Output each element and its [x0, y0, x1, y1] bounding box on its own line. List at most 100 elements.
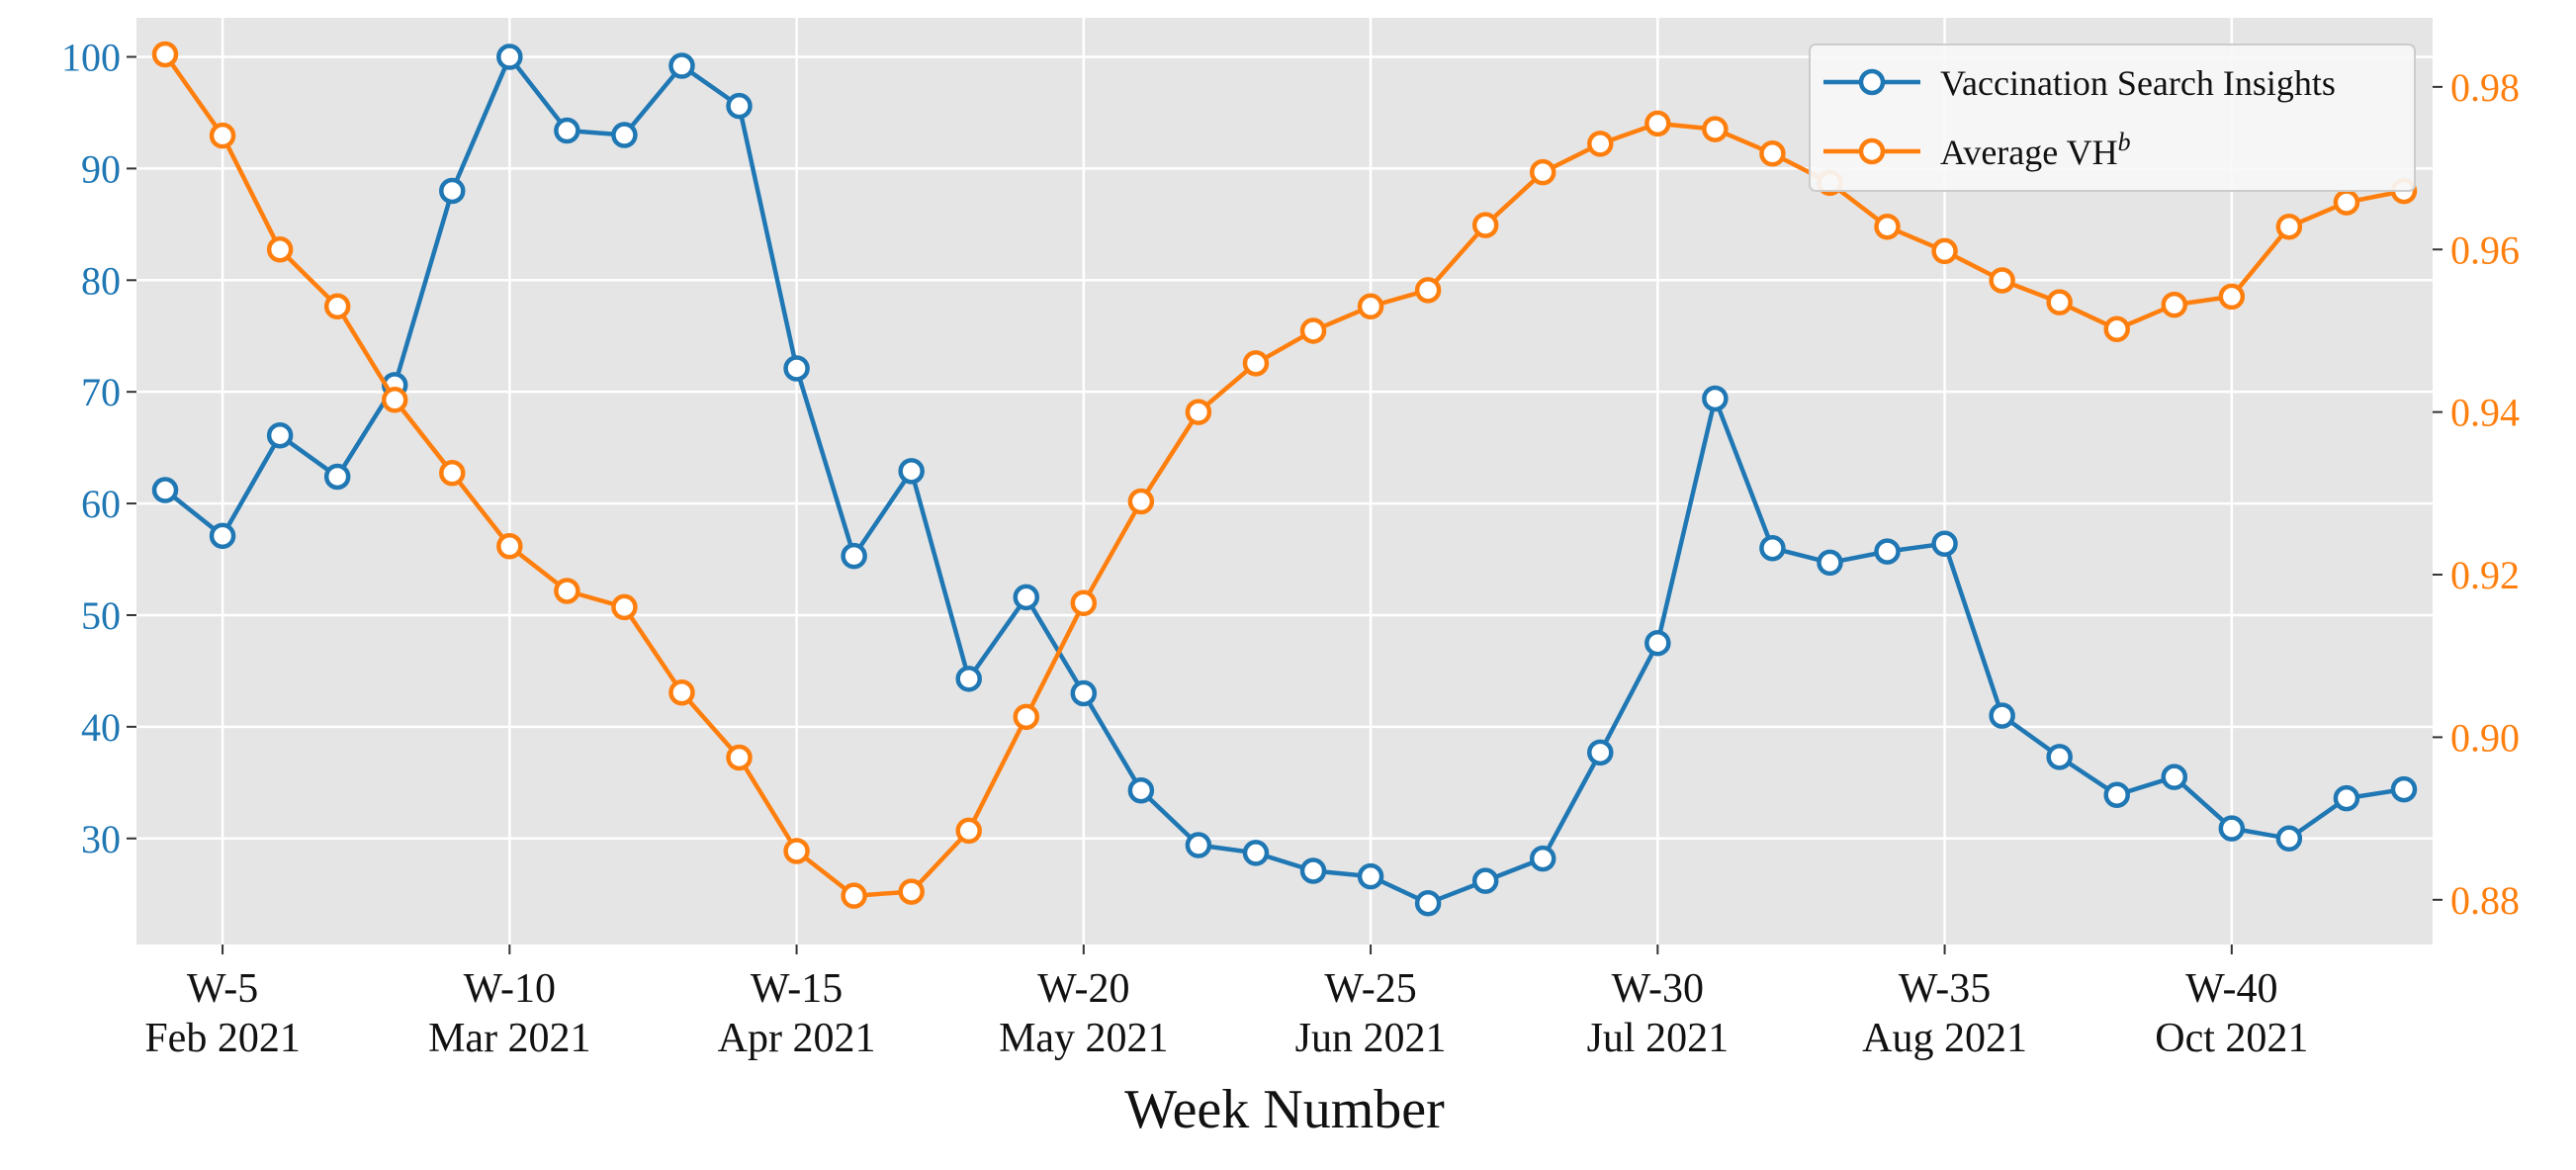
data-point	[668, 678, 695, 706]
legend-label-superscript: b	[2118, 128, 2131, 156]
data-point	[955, 817, 982, 845]
x-tick-label: W-15	[751, 966, 843, 1012]
data-point	[1242, 350, 1270, 377]
data-point	[1931, 237, 1958, 265]
x-tick-sublabel: Jul 2021	[1587, 1016, 1730, 1061]
left-y-axis: 30 40 50 60 70 80 90 100	[61, 36, 136, 861]
x-tick-label: W-25	[1324, 966, 1416, 1012]
data-point	[1414, 277, 1442, 304]
left-tick-label: 60	[81, 482, 121, 526]
x-tick-label: W-40	[2185, 966, 2277, 1012]
data-point	[151, 477, 179, 503]
data-point	[1817, 549, 1843, 577]
data-point	[2046, 744, 2073, 770]
data-point	[2161, 291, 2188, 318]
series-vaccination-search-insights	[151, 44, 2418, 917]
data-point	[726, 92, 753, 120]
data-point	[1874, 213, 1901, 240]
data-point	[2390, 775, 2418, 803]
data-point	[1242, 840, 1270, 866]
data-point	[2333, 784, 2360, 812]
data-point	[2103, 781, 2130, 808]
x-tick-label: W-35	[1899, 966, 1991, 1012]
data-point	[2103, 315, 2130, 343]
left-tick-label: 100	[61, 36, 121, 80]
data-point	[1587, 131, 1614, 157]
x-tick-sublabel: Jun 2021	[1295, 1016, 1447, 1061]
data-point	[1299, 857, 1327, 884]
left-tick-label: 30	[81, 817, 121, 861]
series-layer	[151, 41, 2418, 917]
data-point	[1702, 116, 1729, 142]
x-axis-label: Week Number	[1124, 1079, 1445, 1140]
data-point	[1989, 267, 2015, 294]
data-point	[898, 458, 925, 485]
data-point	[2333, 189, 2360, 216]
legend-entry-vaccination-search-insights: Vaccination Search Insights	[1823, 63, 2336, 103]
left-tick-label: 90	[81, 146, 121, 191]
x-tick-label: W-30	[1612, 966, 1704, 1012]
data-point	[1644, 629, 1671, 657]
x-tick-sublabel: Oct 2021	[2155, 1016, 2308, 1061]
data-point	[266, 236, 294, 263]
data-point	[611, 593, 638, 621]
data-point	[496, 44, 523, 70]
legend-label-group: Average VHb	[1940, 128, 2131, 172]
data-point	[1127, 488, 1155, 515]
data-point	[554, 578, 580, 604]
right-y-axis: 0.88 0.90 0.92 0.94 0.96 0.98	[2433, 65, 2520, 923]
data-point	[1644, 110, 1671, 137]
data-point	[2275, 825, 2303, 853]
data-point	[1070, 589, 1098, 617]
data-point	[1013, 703, 1040, 731]
data-point	[1702, 385, 1729, 412]
data-point	[323, 293, 351, 320]
legend-entry-average-vh: Average VHb	[1823, 128, 2131, 172]
data-point	[898, 878, 925, 905]
data-point	[439, 460, 466, 487]
left-tick-label: 40	[81, 705, 121, 750]
legend-label: Average VH	[1940, 133, 2118, 172]
data-point	[1013, 584, 1040, 611]
series-average-vh	[151, 41, 2418, 909]
data-point	[1185, 832, 1212, 858]
data-point	[1357, 862, 1384, 890]
legend-box	[1809, 44, 2416, 192]
data-point	[209, 522, 236, 550]
data-point	[2218, 283, 2246, 311]
x-tick-sublabel: Apr 2021	[718, 1016, 876, 1061]
series-line	[163, 52, 2405, 898]
data-point	[1070, 679, 1098, 707]
data-point	[1759, 140, 1786, 167]
legend-label: Vaccination Search Insights	[1940, 63, 2336, 103]
left-tick-label: 80	[81, 258, 121, 303]
right-tick-label: 0.92	[2450, 553, 2520, 597]
data-point	[1127, 776, 1155, 804]
data-point	[2161, 764, 2188, 790]
right-tick-label: 0.96	[2450, 227, 2520, 272]
data-point	[1931, 530, 1958, 557]
data-point	[841, 882, 867, 909]
data-point	[783, 838, 810, 864]
data-point	[2046, 289, 2073, 315]
data-point	[1471, 867, 1499, 894]
data-point	[266, 421, 294, 449]
right-tick-label: 0.94	[2450, 391, 2520, 435]
data-point	[1299, 317, 1327, 344]
series-line	[163, 54, 2405, 906]
data-point	[1414, 889, 1442, 917]
data-point	[1587, 739, 1614, 766]
data-point	[841, 542, 867, 570]
data-point	[439, 177, 466, 205]
data-point	[1989, 702, 2015, 729]
data-point	[151, 41, 179, 68]
x-tick-sublabel: Aug 2021	[1862, 1016, 2027, 1061]
data-point	[955, 666, 982, 692]
x-tick-sublabel: May 2021	[999, 1016, 1169, 1061]
data-point	[1471, 212, 1499, 238]
legend-marker-swatch	[1858, 137, 1886, 165]
data-point	[1529, 158, 1556, 186]
